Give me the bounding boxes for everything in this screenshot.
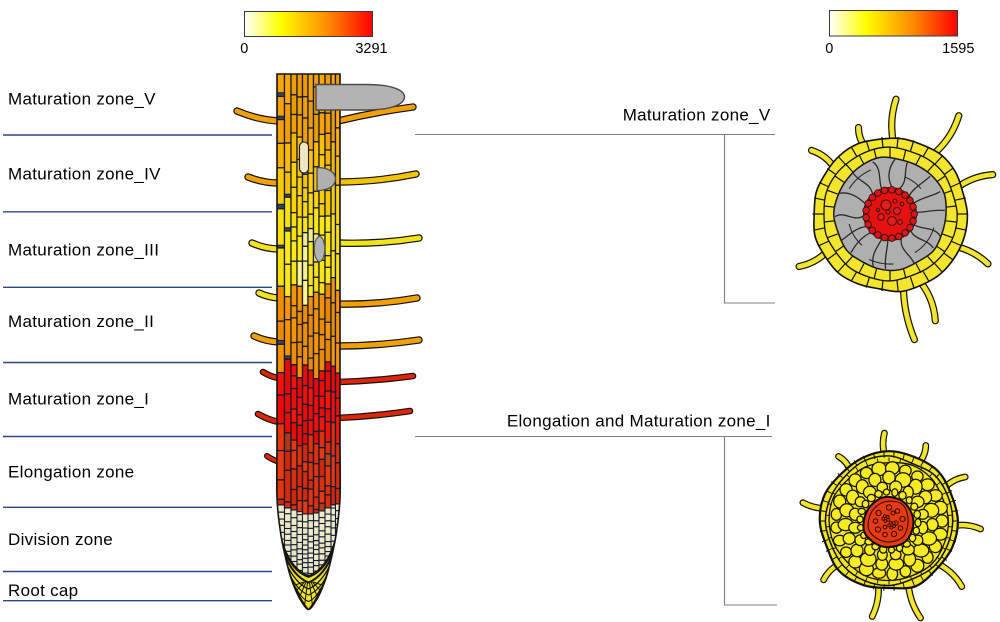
svg-text:Maturation zone_V: Maturation zone_V (8, 90, 156, 109)
svg-text:0: 0 (825, 41, 833, 57)
svg-text:Elongation and Maturation zone: Elongation and Maturation zone_I (507, 412, 771, 431)
svg-text:0: 0 (240, 41, 248, 57)
svg-text:Maturation zone_III: Maturation zone_III (8, 240, 159, 259)
svg-text:Root cap: Root cap (8, 581, 78, 600)
svg-text:Elongation zone: Elongation zone (8, 462, 134, 481)
svg-text:1595: 1595 (942, 41, 974, 57)
svg-text:Maturation zone_IV: Maturation zone_IV (8, 164, 161, 183)
svg-text:Division zone: Division zone (8, 530, 113, 549)
svg-text:Maturation zone_V: Maturation zone_V (623, 105, 771, 124)
svg-text:Maturation zone_I: Maturation zone_I (8, 389, 149, 408)
svg-text:3291: 3291 (355, 41, 387, 57)
svg-text:Maturation zone_II: Maturation zone_II (8, 312, 154, 331)
